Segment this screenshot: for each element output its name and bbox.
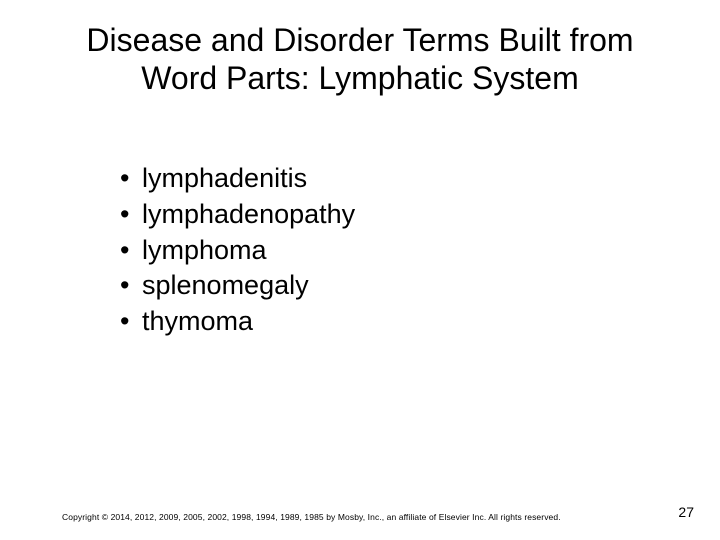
slide: Disease and Disorder Terms Built from Wo… [0, 0, 720, 540]
list-item: splenomegaly [120, 269, 355, 303]
list-item: lymphadenitis [120, 162, 355, 196]
list-item: lymphadenopathy [120, 198, 355, 232]
page-number: 27 [678, 504, 694, 520]
bullet-list: lymphadenitis lymphadenopathy lymphoma s… [120, 162, 355, 341]
list-item: lymphoma [120, 234, 355, 268]
list-item: thymoma [120, 305, 355, 339]
copyright-text: Copyright © 2014, 2012, 2009, 2005, 2002… [62, 512, 561, 522]
slide-title: Disease and Disorder Terms Built from Wo… [48, 22, 672, 98]
